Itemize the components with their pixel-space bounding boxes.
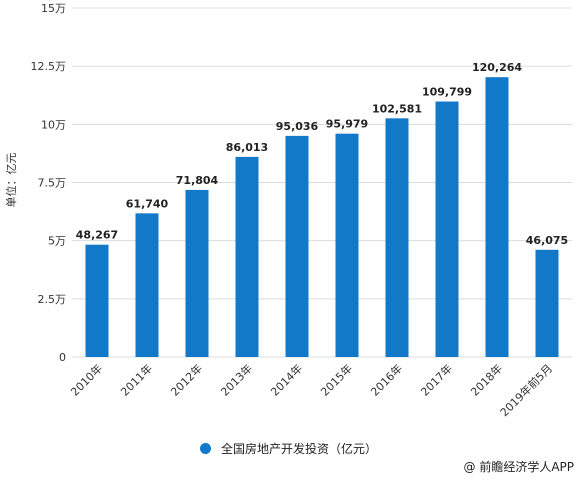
bar [185,189,209,357]
bars [85,77,559,357]
data-label: 48,267 [76,229,118,242]
data-label: 102,581 [372,102,422,115]
y-axis-label: 单位：亿元 [4,153,18,208]
data-label: 95,979 [326,118,368,131]
source-credit: @ 前瞻经济学人APP [463,460,575,474]
y-tick-label: 12.5万 [31,60,67,73]
x-tick-label: 2012年 [168,361,205,398]
bar [285,135,309,357]
x-tick-label: 2018年 [468,361,505,398]
bar [385,118,409,357]
x-tick-label: 2016年 [368,361,405,398]
data-label: 95,036 [276,120,319,133]
bar [85,244,109,357]
x-tick-label: 2017年 [418,361,455,398]
y-tick-label: 0 [59,351,66,364]
x-tick-label: 2019年前5月 [497,361,555,419]
y-tick-label: 7.5万 [38,177,67,190]
data-label: 46,075 [526,234,568,247]
legend-marker [200,443,211,454]
y-tick-label: 10万 [41,118,66,131]
bar [235,156,259,357]
x-tick-label: 2011年 [118,361,155,398]
data-label: 61,740 [126,197,169,210]
legend: 全国房地产开发投资（亿元） [200,440,377,457]
bar [335,133,359,357]
x-tick-label: 2015年 [318,361,355,398]
legend-label: 全国房地产开发投资（亿元） [221,442,378,456]
x-axis-ticks: 2010年 2011年 2012年 2013年 2014年 2015年 2016年 2017年… [68,361,555,419]
y-axis-ticks: 0 2.5万 5万 7.5万 10万 12.5万 15万 [31,2,67,364]
x-tick-label: 2014年 [268,361,305,398]
data-label: 86,013 [226,141,268,154]
data-label: 120,264 [472,61,522,74]
y-tick-label: 5万 [48,235,66,248]
x-tick-label: 2010年 [68,361,105,398]
y-tick-label: 2.5万 [38,293,67,306]
bar [485,77,509,357]
bar [435,101,459,357]
x-tick-label: 2013年 [218,361,255,398]
bar [535,249,559,357]
data-label: 109,799 [422,86,472,99]
data-label: 71,804 [176,174,219,187]
data-labels: 48,267 61,740 71,804 86,013 95,036 95,979 102,… [76,61,568,247]
bar [135,213,159,357]
y-tick-label: 15万 [41,2,66,15]
